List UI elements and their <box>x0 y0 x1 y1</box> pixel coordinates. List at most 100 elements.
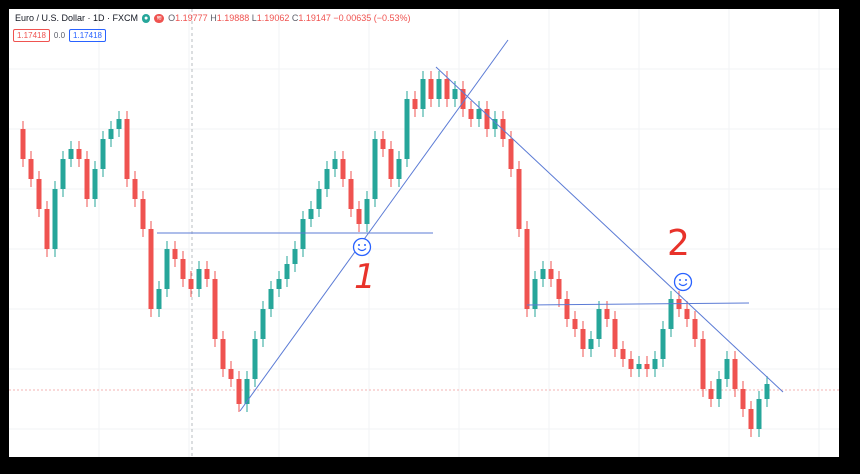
candle-body <box>700 339 706 389</box>
candle-body <box>508 139 514 169</box>
candle-body <box>540 269 546 279</box>
annotation-label-2: 2 <box>667 223 690 264</box>
candle-body <box>468 109 474 119</box>
candle-body <box>548 269 554 279</box>
candle-body <box>348 179 354 209</box>
candle-body <box>108 129 114 139</box>
candle-body <box>492 119 498 129</box>
candle-body <box>380 139 386 149</box>
smiley-mouth <box>678 283 688 287</box>
candle-body <box>132 179 138 199</box>
candle-body <box>524 229 530 309</box>
price-change: −0.00635 (−0.53%) <box>333 13 411 23</box>
candle-body <box>604 309 610 319</box>
candle-body <box>596 309 602 339</box>
candle-body <box>764 384 770 399</box>
candle-body <box>260 309 266 339</box>
candle-body <box>428 79 434 99</box>
sell-price-button[interactable]: 1.17418 <box>13 29 50 42</box>
candle-body <box>668 299 674 329</box>
compare-icon[interactable]: ≋ <box>154 13 165 23</box>
candle-body <box>572 319 578 329</box>
candle-body <box>228 369 234 379</box>
candle-body <box>316 189 322 209</box>
candle-body <box>188 279 194 289</box>
candle-body <box>28 159 34 179</box>
annotation-label-1: 1 <box>354 257 376 297</box>
candle-body <box>740 389 746 409</box>
smiley-eye <box>364 244 366 246</box>
symbol-title[interactable]: Euro / U.S. Dollar · 1D · FXCM <box>15 13 139 23</box>
ohlc-values: O1.19777 H1.19888 L1.19062 C1.19147 −0.0… <box>168 13 411 23</box>
candle-body <box>140 199 146 229</box>
smiley-icon <box>352 237 372 257</box>
candle-body <box>156 289 162 309</box>
buy-price-button[interactable]: 1.17418 <box>69 29 106 42</box>
candle-body <box>100 139 106 169</box>
candle-body <box>364 199 370 224</box>
candle-body <box>196 269 202 289</box>
spread-value: 0.0 <box>53 31 66 40</box>
candle-body <box>124 119 130 179</box>
candle-body <box>620 349 626 359</box>
candle-body <box>532 279 538 309</box>
candle-body <box>244 379 250 404</box>
candle-body <box>628 359 634 369</box>
price-chart[interactable] <box>9 9 839 457</box>
candle-body <box>164 249 170 289</box>
candle-body <box>340 159 346 179</box>
candle-body <box>500 119 506 139</box>
candle-body <box>332 159 338 169</box>
candle-body <box>324 169 330 189</box>
candle-body <box>436 79 442 99</box>
candle-body <box>452 89 458 99</box>
candle-body <box>148 229 154 309</box>
smiley-mouth <box>357 248 367 252</box>
candle-body <box>60 159 66 189</box>
candle-body <box>300 219 306 249</box>
candle-body <box>748 409 754 429</box>
candle-body <box>220 339 226 369</box>
smiley-eye <box>358 244 360 246</box>
candle-body <box>716 379 722 399</box>
candle-body <box>516 169 522 229</box>
downtrend-line <box>435 66 784 393</box>
candle-body <box>356 209 362 224</box>
candle-body <box>284 264 290 279</box>
buy-sell-panel: 1.17418 0.0 1.17418 <box>13 29 106 42</box>
candle-body <box>444 79 450 99</box>
candle-body <box>612 319 618 349</box>
candle-body <box>588 339 594 349</box>
candle-body <box>660 329 666 359</box>
candle-body <box>44 209 50 249</box>
candle-body <box>68 149 74 159</box>
legend-header: Euro / U.S. Dollar · 1D · FXCM ● ≋ O1.19… <box>15 13 410 23</box>
candle-body <box>268 289 274 309</box>
candle-body <box>708 389 714 399</box>
candle-body <box>636 364 642 369</box>
candle-body <box>20 129 26 159</box>
smiley-icon <box>673 272 693 292</box>
candle-body <box>420 79 426 109</box>
candle-body <box>644 364 650 369</box>
smiley-eye <box>679 279 681 281</box>
smiley-eye <box>685 279 687 281</box>
candle-body <box>236 379 242 404</box>
candle-body <box>412 99 418 109</box>
candle-body <box>36 179 42 209</box>
candle-body <box>116 119 122 129</box>
candle-body <box>652 359 658 369</box>
candle-body <box>580 329 586 349</box>
market-status-icon: ● <box>142 13 151 23</box>
candle-body <box>404 99 410 159</box>
uptrend-line <box>239 39 509 412</box>
candle-body <box>388 149 394 179</box>
candle-body <box>212 279 218 339</box>
candle-body <box>564 299 570 319</box>
candle-body <box>292 249 298 264</box>
candle-body <box>92 169 98 199</box>
candle-body <box>172 249 178 259</box>
candle-body <box>180 259 186 279</box>
candle-body <box>732 359 738 389</box>
resistance-line <box>526 302 750 306</box>
